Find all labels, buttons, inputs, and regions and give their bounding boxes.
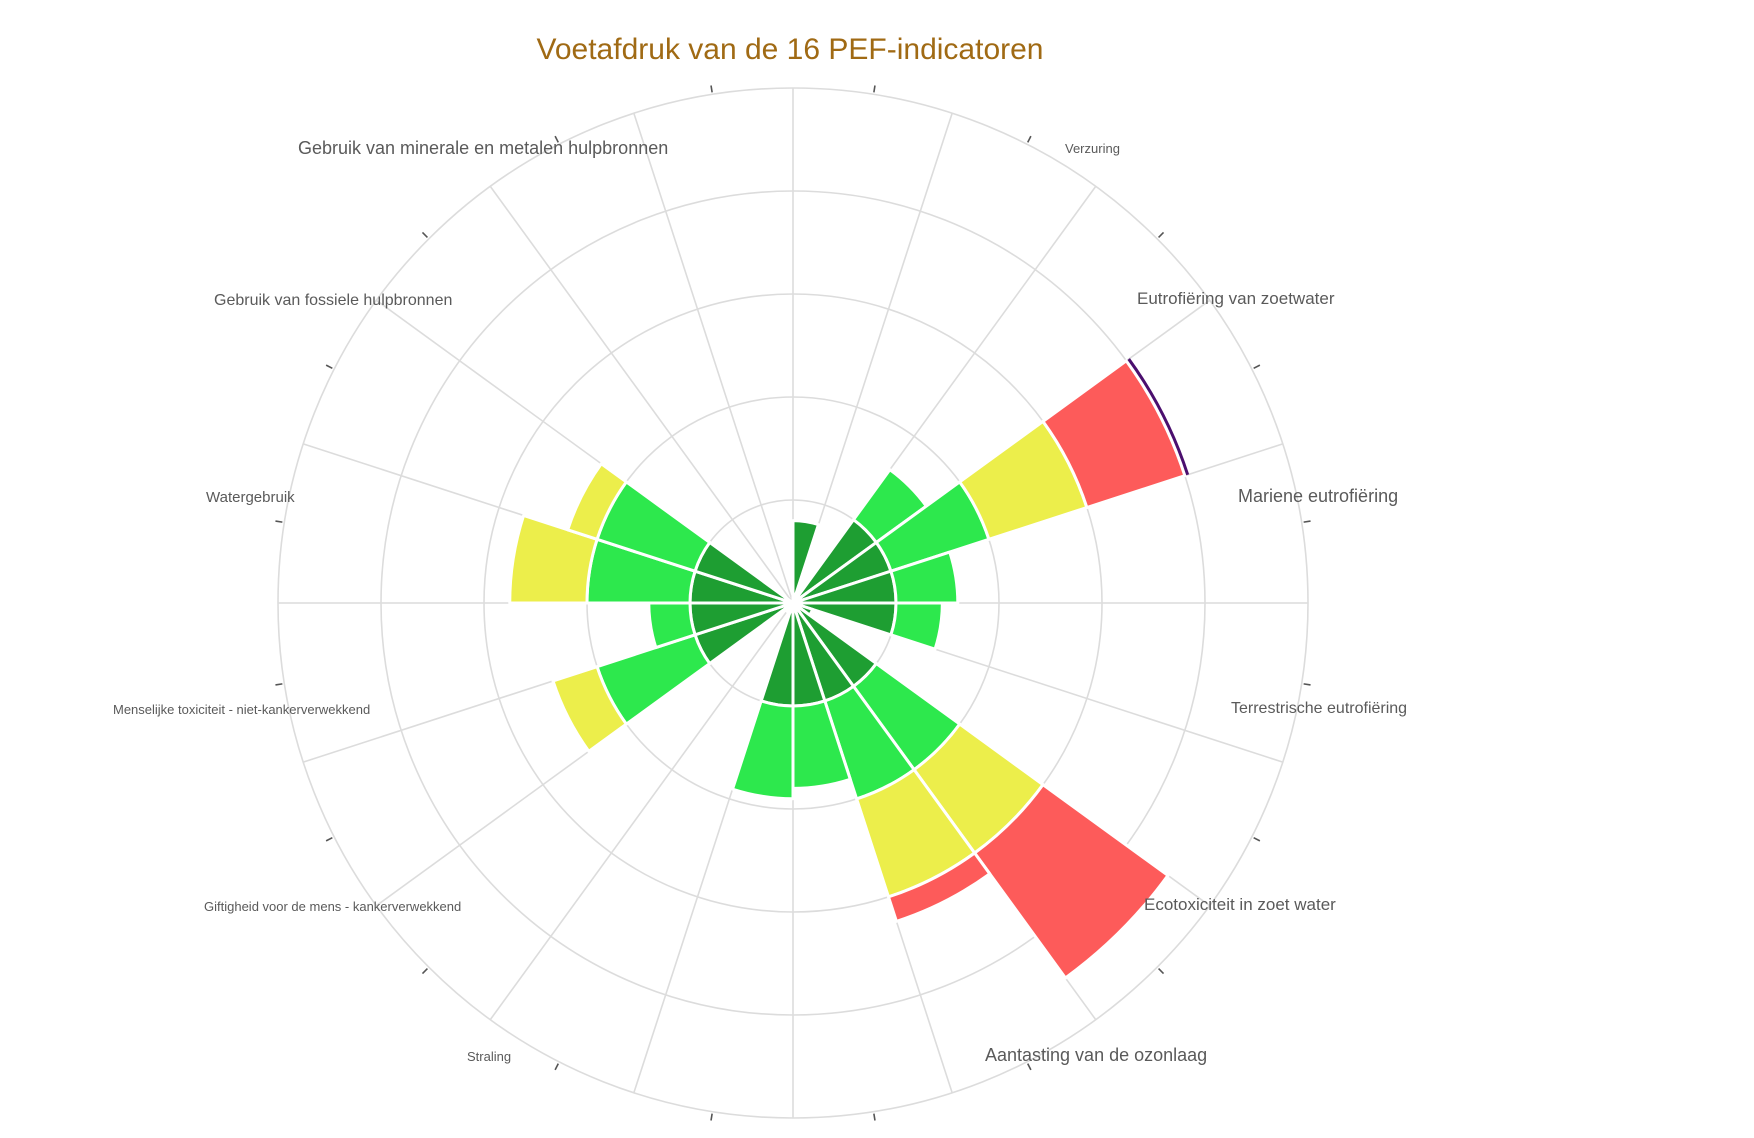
- bar-segment-dark_green: [791, 519, 820, 605]
- axis-tick: [873, 85, 876, 93]
- category-label: Ecotoxiciteit in zoet water: [1144, 895, 1336, 914]
- category-label: Eutrofiëring van zoetwater: [1137, 289, 1335, 308]
- axis-tick: [1253, 837, 1261, 842]
- category-label: Gebruik van fossiele hulpbronnen: [214, 292, 452, 309]
- bar-segment-yellow: [508, 513, 599, 605]
- grid-spoke: [792, 112, 953, 604]
- axis-tick: [275, 520, 283, 523]
- category-label: Terrestrische eutrofiëring: [1231, 700, 1407, 717]
- axis-tick: [1303, 683, 1311, 686]
- category-label: Mariene eutrofiëring: [1238, 486, 1398, 506]
- axis-tick: [1253, 364, 1261, 369]
- axis-tick: [710, 85, 713, 93]
- category-label: Gebruik van minerale en metalen hulpbron…: [298, 138, 668, 158]
- category-label: Verzuring: [1065, 141, 1120, 156]
- axis-tick: [710, 1113, 713, 1121]
- bar-segment-red: [973, 783, 1170, 980]
- bar-segment-red: [886, 851, 992, 923]
- bar-segment-yellow: [551, 665, 628, 753]
- axis-tick: [1027, 135, 1032, 143]
- axis-tick: [554, 1063, 559, 1071]
- axis-tick: [275, 683, 283, 686]
- bar-segment-green: [731, 699, 795, 801]
- axis-tick: [421, 231, 428, 238]
- axis-tick: [873, 1113, 876, 1121]
- data-bars: [508, 358, 1190, 980]
- bar-segment-green: [889, 601, 944, 651]
- axis-tick: [554, 135, 559, 143]
- axis-tick: [1303, 520, 1311, 523]
- grid-spoke: [633, 112, 794, 604]
- category-label: Aantasting van de ozonlaag: [985, 1045, 1207, 1065]
- category-label: Giftigheid voor de mens - kankerverwekke…: [204, 899, 461, 914]
- axis-tick: [1158, 231, 1165, 238]
- axis-tick: [421, 968, 428, 975]
- axis-tick: [1158, 968, 1165, 975]
- category-label: Watergebruik: [206, 489, 295, 506]
- grid-spoke: [489, 602, 794, 1021]
- axis-tick: [325, 364, 333, 369]
- bar-segment-red: [1041, 359, 1187, 510]
- category-label: Straling: [467, 1049, 511, 1064]
- category-labels: Verzuring Eutrofiëring van zoetwater Marie…: [113, 138, 1407, 1065]
- axis-tick: [325, 837, 333, 842]
- bar-segment-yellow: [566, 462, 628, 541]
- axis-tick: [1027, 1063, 1032, 1071]
- category-label: Menselijke toxiciteit - niet-kankerverwe…: [113, 702, 370, 717]
- limit-outline: [1127, 358, 1190, 476]
- grid-spoke: [489, 185, 794, 604]
- chart-title: Voetafdruk van de 16 PEF-indicatoren: [537, 33, 1044, 66]
